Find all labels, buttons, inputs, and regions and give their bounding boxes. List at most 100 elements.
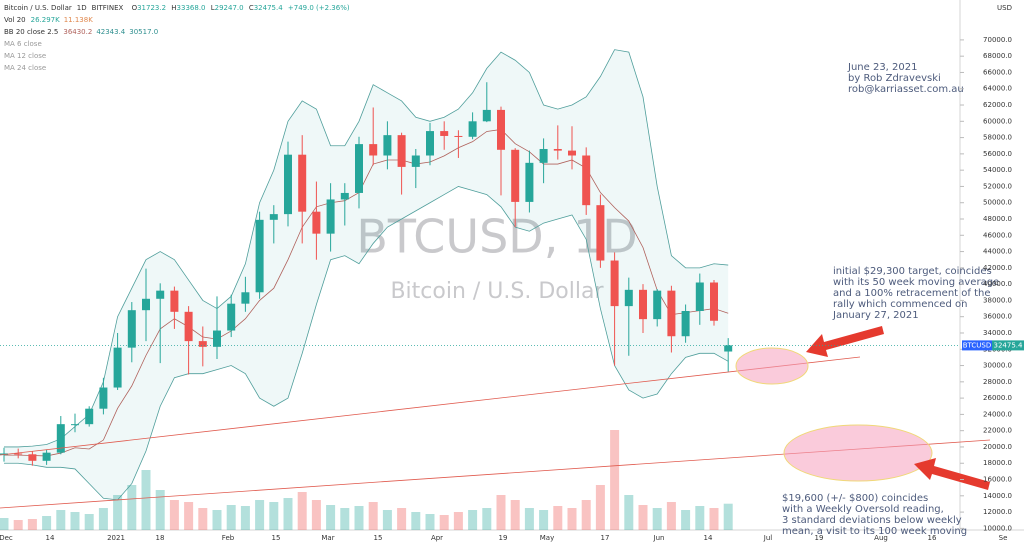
candle-body	[156, 290, 165, 299]
annotation: June 23, 2021	[847, 62, 918, 73]
annotation: initial $29,300 target, coincides	[833, 266, 992, 277]
currency[interactable]: USD	[997, 4, 1012, 12]
indicator-value: 36430.2	[63, 28, 92, 36]
volume-bar	[595, 485, 605, 530]
candle-body	[312, 211, 321, 234]
candle-body	[497, 109, 505, 150]
volume-legend: Vol 20 26.297K 11.138K	[4, 16, 93, 24]
ma-legend[interactable]: MA 12 close	[4, 52, 46, 60]
volume-bar	[184, 502, 194, 530]
ma-legend[interactable]: MA 6 close	[4, 40, 42, 48]
candle-body	[695, 282, 704, 311]
volume-bar	[127, 485, 137, 530]
candle-body	[539, 148, 548, 163]
y-tick-label: 52000.0	[983, 182, 1012, 190]
x-tick-label: 17	[601, 534, 610, 542]
ohlc-value: 31723.2	[137, 4, 166, 12]
y-tick-label: 44000.0	[983, 248, 1012, 256]
annotation: mean, a visit to its 100 week moving	[782, 526, 967, 537]
candle-body	[411, 155, 420, 167]
ohlc-value: 29247.0	[215, 4, 244, 12]
candle-body	[582, 155, 591, 206]
arrow	[806, 326, 884, 357]
annotation: rally which commenced on	[833, 299, 967, 310]
annotation: January 27, 2021	[832, 310, 919, 321]
volume-bar	[84, 514, 94, 530]
candle-body	[681, 310, 690, 337]
volume-bar	[723, 503, 733, 530]
symbol: Bitcoin / U.S. Dollar 1D BITFINEX O31723.2…	[4, 4, 350, 12]
y-tick-label: 36000.0	[983, 313, 1012, 321]
x-tick-label: May	[540, 534, 554, 542]
annotation: by Rob Zdravevski	[848, 73, 941, 84]
annotation: 3 standard deviations below weekly	[782, 515, 962, 526]
candle-body	[14, 453, 23, 455]
y-tick-label: 16000.0	[983, 476, 1012, 484]
ma-legend[interactable]: MA 24 close	[4, 64, 46, 72]
volume-bar	[638, 505, 648, 530]
y-tick-label: 68000.0	[983, 52, 1012, 60]
volume-bar	[113, 495, 123, 530]
indicator-name: BB 20 close 2.5	[4, 28, 58, 36]
y-tick-label: 48000.0	[983, 215, 1012, 223]
volume-bar	[496, 495, 506, 530]
volume-bar	[382, 510, 392, 530]
indicator-value: 11.138K	[64, 16, 93, 24]
x-tick-label: 16	[928, 534, 937, 542]
drawings	[0, 326, 991, 509]
x-tick-label: Jun	[653, 534, 665, 542]
y-tick-label: 56000.0	[983, 150, 1012, 158]
volume-bar	[13, 520, 23, 530]
y-tick-label: 30000.0	[983, 362, 1012, 370]
y-tick-label: 22000.0	[983, 427, 1012, 435]
x-tick-label: 14	[46, 534, 55, 542]
band-lower	[4, 186, 729, 501]
candle-body	[639, 289, 647, 320]
candle-body	[241, 292, 250, 304]
volume-bar	[311, 500, 321, 530]
annotation: rob@karriasset.com.au	[848, 84, 964, 95]
x-tick-label: 19	[499, 534, 508, 542]
x-tick-label: Dec	[0, 534, 13, 542]
candle-body	[724, 345, 733, 352]
y-tick-label: 10000.0	[983, 524, 1012, 532]
x-tick-label: Jul	[763, 534, 773, 542]
candle-body	[298, 154, 307, 212]
candle-body	[198, 341, 207, 347]
volume-bar	[340, 508, 350, 530]
y-tick-label: 38000.0	[983, 296, 1012, 304]
volume-bar	[198, 508, 208, 530]
candle-body	[553, 148, 562, 151]
volume-bar	[397, 508, 407, 530]
target-ellipse	[783, 424, 933, 482]
candle-body	[113, 347, 122, 388]
symbol-name: Bitcoin / U.S. Dollar	[4, 4, 72, 12]
candle-body	[284, 154, 292, 215]
y-tick-label: 64000.0	[983, 85, 1012, 93]
volume-bar	[42, 516, 52, 530]
volume-bar	[169, 500, 179, 530]
volume-bar	[269, 502, 279, 530]
candle-body	[56, 424, 65, 453]
volume-bar	[439, 515, 449, 530]
y-tick-label: 60000.0	[983, 117, 1012, 125]
ohlc-key: L	[211, 4, 215, 12]
candle-body	[710, 282, 718, 321]
ohlc-key: H	[171, 4, 176, 12]
volume-bar	[141, 470, 151, 530]
annotation: $19,600 (+/- $800) coincides	[782, 493, 928, 504]
plot	[0, 49, 733, 530]
volume-bar	[482, 508, 492, 530]
candle-body	[525, 162, 534, 202]
candle-body	[42, 452, 51, 461]
volume-bar	[411, 512, 421, 530]
volume-bar	[27, 519, 37, 530]
x-tick-label: Apr	[431, 534, 443, 542]
candle-body	[85, 408, 94, 425]
volume-bar	[567, 508, 577, 530]
candle-body	[28, 454, 37, 461]
candle-body	[269, 214, 278, 220]
x-tick-label: Feb	[222, 534, 235, 542]
volume-bar	[681, 510, 691, 530]
volume-bar	[212, 510, 222, 530]
